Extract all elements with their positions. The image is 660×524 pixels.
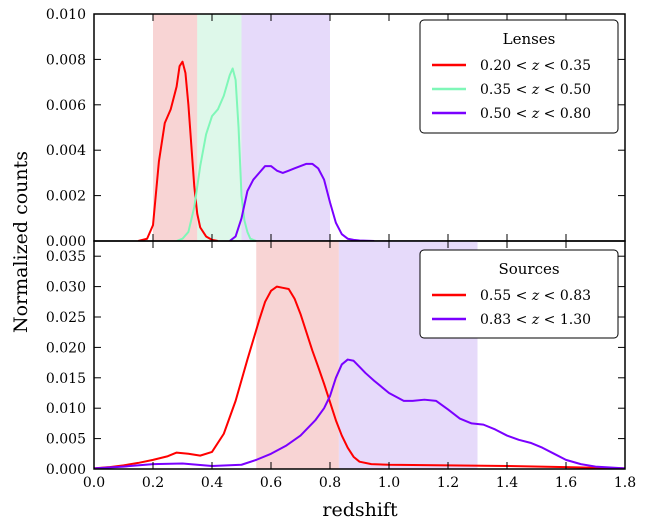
legend-lenses: Lenses 0.20 < z < 0.35 0.35 < z < 0.50 0.50…: [419, 19, 619, 134]
series-line-lens-3: [229, 162, 375, 241]
shaded-bin-lens-3: [241, 14, 330, 241]
y-tick-label: 0.010: [46, 7, 86, 23]
y-axis-label: Normalized counts: [10, 151, 32, 333]
legend-entry: 0.35 < z < 0.50: [480, 82, 591, 98]
series-line-source-1: [94, 285, 625, 469]
top-panel: 0.000 0.002 0.004 0.006 0.008 0.010 Lenses 0.20…: [46, 7, 626, 250]
y-tick-label: 0.035: [46, 249, 86, 265]
x-tick-label: 0.8: [319, 475, 341, 491]
shaded-bin-lens-2: [197, 14, 242, 241]
x-axis-label: redshift: [322, 499, 398, 521]
x-tick-label: 0.6: [260, 475, 282, 491]
series-line-lens-1: [138, 60, 219, 241]
series-line-lens-2: [176, 67, 257, 241]
y-tick-label: 0.000: [46, 234, 86, 250]
y-tick-label: 0.020: [46, 340, 86, 356]
y-tick-label: 0.002: [46, 189, 86, 205]
bottom-panel: 0.000 0.005 0.010 0.015 0.020 0.025 0.030 0.035…: [46, 240, 636, 491]
y-tick-label: 0.025: [46, 310, 86, 326]
x-tick-label: 0.4: [201, 475, 223, 491]
shaded-bin-source-1: [256, 241, 339, 469]
legend-entry: 0.55 < z < 0.83: [480, 288, 591, 304]
legend-sources: Sources 0.55 < z < 0.83 0.83 < z < 1.30: [419, 249, 619, 339]
y-tick-label: 0.008: [46, 52, 86, 68]
y-tick-label: 0.030: [46, 280, 86, 296]
x-tick-label: 1.8: [614, 475, 636, 491]
plot-frame: [93, 240, 626, 470]
x-tick-label: 0.2: [142, 475, 164, 491]
x-tick-label: 1.4: [496, 475, 518, 491]
x-tick-label: 0.0: [83, 475, 105, 491]
y-tick-label: 0.004: [46, 143, 86, 159]
x-tick-label: 1.6: [555, 475, 577, 491]
legend-box: [419, 19, 619, 134]
legend-box: [419, 249, 619, 339]
x-tick-label: 1.0: [378, 475, 400, 491]
x-tick-label: 1.2: [437, 475, 459, 491]
legend-title: Sources: [498, 260, 559, 278]
legend-entry: 0.83 < z < 1.30: [480, 312, 591, 328]
y-tick-label: 0.010: [46, 401, 86, 417]
y-tick-label: 0.005: [46, 432, 86, 448]
series-line-source-2: [94, 358, 625, 469]
legend-title: Lenses: [503, 30, 556, 48]
legend-entry: 0.20 < z < 0.35: [480, 58, 591, 74]
y-tick-label: 0.006: [46, 98, 86, 114]
y-tick-label: 0.015: [46, 371, 86, 387]
y-tick-label: 0.000: [46, 462, 86, 478]
legend-entry: 0.50 < z < 0.80: [480, 106, 591, 122]
